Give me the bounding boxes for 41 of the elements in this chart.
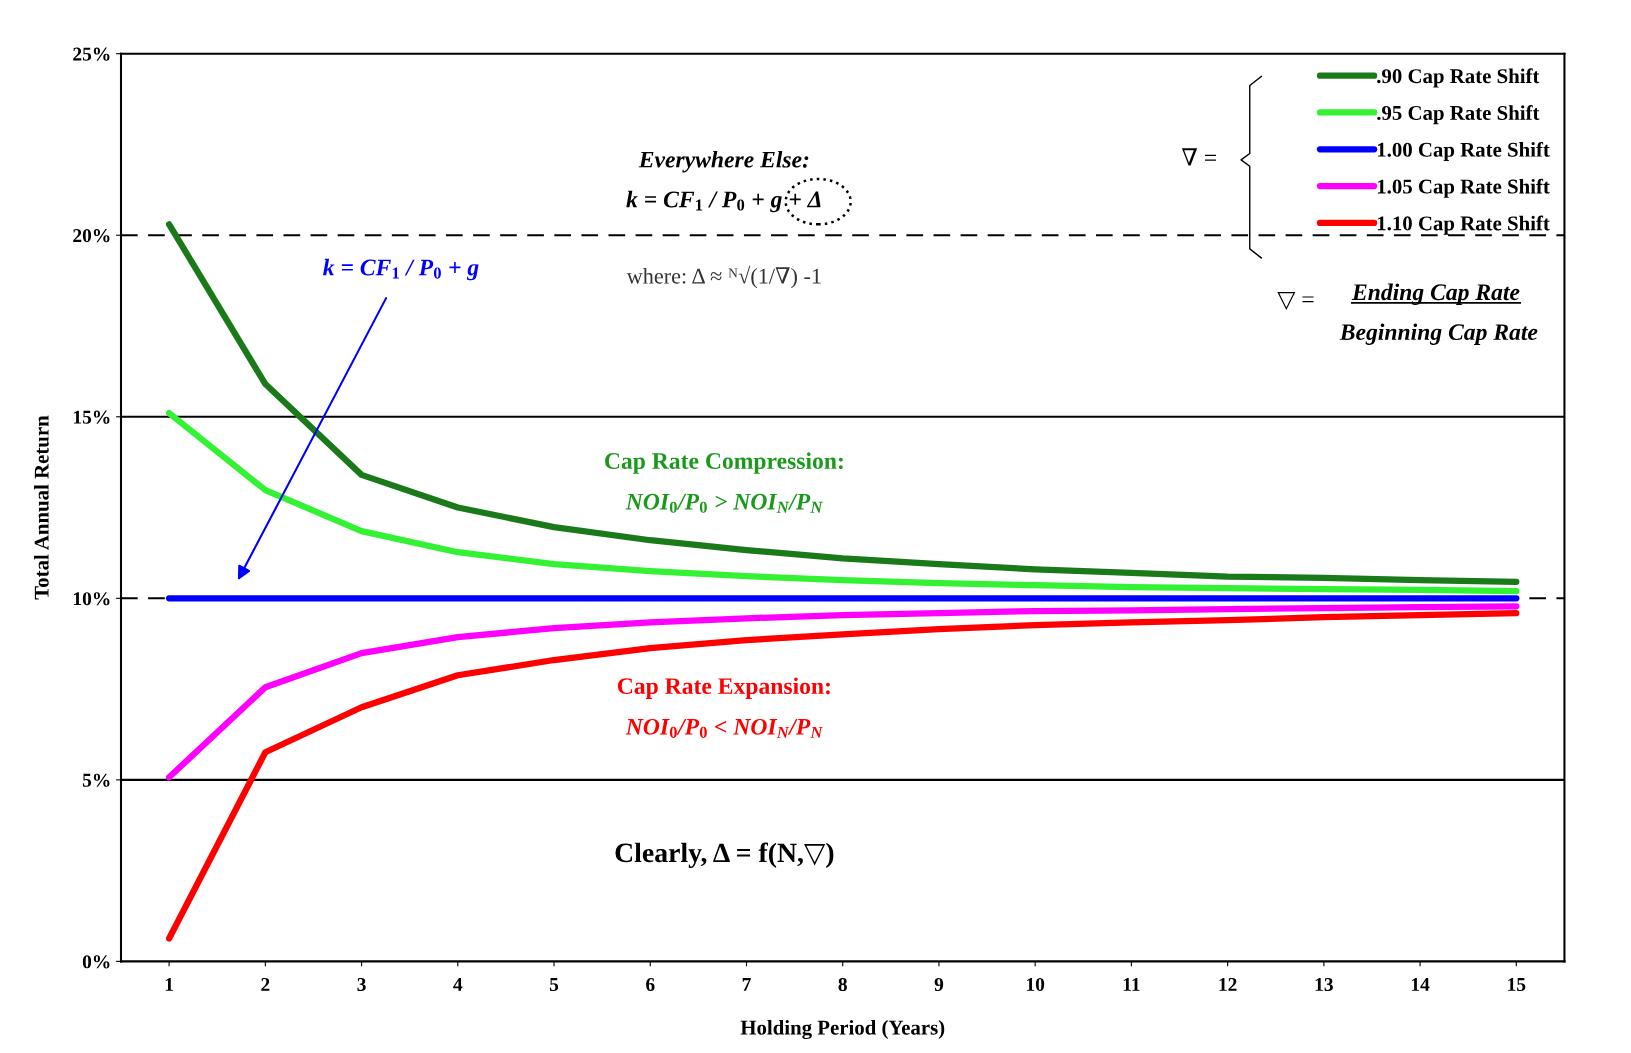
annotation: Everywhere Else: (638, 150, 809, 173)
y-axis-title: Total Annual Return (34, 415, 49, 600)
x-tick-label: 14 (1411, 978, 1430, 991)
y-tick-label: 10% (73, 592, 110, 606)
x-tick-label: 1 (165, 978, 173, 991)
legend-label: 1.05 Cap Rate Shift (1377, 178, 1550, 198)
x-axis-title: Holding Period (Years) (740, 1019, 945, 1040)
y-tick-label: 25% (73, 47, 110, 61)
x-tick-label: 5 (549, 978, 559, 992)
annotation: k = CF$_{1}$ / P$_{0}$ + g (323, 258, 479, 281)
y-tick-label: 0% (82, 955, 110, 969)
x-tick-label: 6 (646, 977, 655, 992)
y-tick-label: 15% (73, 410, 110, 424)
y-tick-label: 5% (82, 773, 110, 787)
annotation: NOI$_{0}$/P$_{0}$ < NOI$_{N}$/P$_{N}$ (625, 718, 823, 738)
annotation: ▽ = (1277, 292, 1314, 311)
x-tick-label: 2 (261, 977, 270, 991)
annotation: ∇ = (1181, 148, 1216, 166)
legend-label: 1.10 Cap Rate Shift (1377, 215, 1550, 235)
x-tick-label: 10 (1027, 977, 1045, 992)
annotation: k = CF$_{1}$ / P$_{0}$ + g + Δ (626, 190, 821, 213)
legend-label: 1.00 Cap Rate Shift (1377, 141, 1550, 162)
x-tick-label: 11 (1123, 978, 1140, 991)
x-tick-label: 9 (934, 977, 944, 992)
annotation: where: Δ ≈ ᴺ√(1/∇) -1 (626, 265, 821, 289)
annotation: Clearly, Δ = f(N,▽) (615, 842, 834, 868)
x-tick-label: 8 (838, 977, 847, 992)
annotation: Beginning Cap Rate (1339, 323, 1538, 345)
annotation: Cap Rate Compression: (605, 452, 843, 474)
x-tick-label: 13 (1315, 977, 1333, 992)
x-tick-label: 3 (357, 977, 366, 992)
y-tick-label: 20% (73, 229, 110, 243)
x-tick-label: 12 (1219, 977, 1237, 991)
annotation: Cap Rate Expansion: (617, 677, 830, 699)
x-tick-label: 15 (1508, 978, 1526, 992)
annotation: Ending Cap Rate (1351, 283, 1520, 305)
legend-label: .95 Cap Rate Shift (1377, 105, 1540, 125)
x-tick-label: 4 (453, 978, 463, 991)
legend-label: .90 Cap Rate Shift (1377, 68, 1540, 88)
x-tick-label: 7 (742, 978, 751, 991)
annotation: NOI$_{0}$/P$_{0}$ > NOI$_{N}$/P$_{N}$ (625, 493, 823, 513)
